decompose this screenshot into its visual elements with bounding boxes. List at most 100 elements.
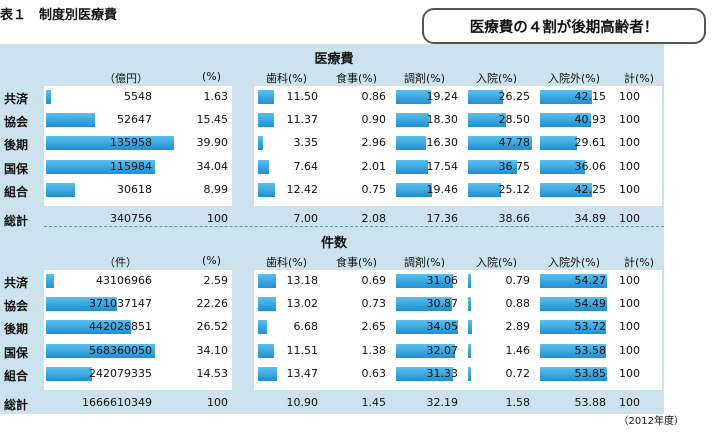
column-cell: 26.25 xyxy=(498,90,531,103)
column-cell: 6.68 xyxy=(293,320,319,334)
column-header: 入院外(%) xyxy=(548,256,601,269)
table-title: 表１ 制度別医療費 xyxy=(0,8,118,23)
column-bar xyxy=(468,90,503,104)
column-bar xyxy=(540,113,591,128)
column-cell: 54.49 xyxy=(574,297,607,311)
column-bar xyxy=(258,136,263,151)
total-column-cell: 7.00 xyxy=(293,212,319,225)
percent-cell: 14.53 xyxy=(196,366,229,380)
share-bar xyxy=(46,366,93,381)
column-cell: 1.46 xyxy=(505,343,531,357)
column-bar xyxy=(468,113,506,128)
column-cell: 11.51 xyxy=(286,343,319,357)
column-cell: 100 xyxy=(619,320,640,334)
column-header: 入院(%) xyxy=(476,256,518,269)
column-cell: 18.30 xyxy=(426,113,459,127)
column-bar xyxy=(258,159,269,174)
column-cell: 42.15 xyxy=(574,90,607,103)
column-cell: 31.33 xyxy=(426,366,459,380)
column-bar xyxy=(396,159,429,174)
total-percent: 100 xyxy=(207,212,228,225)
row-label: 協会 xyxy=(4,115,29,130)
column-bar xyxy=(540,159,585,174)
column-cell: 28.50 xyxy=(498,113,531,127)
percent-cell: 26.52 xyxy=(196,320,229,334)
section-divider xyxy=(44,226,664,227)
column-cell: 25.12 xyxy=(498,182,531,196)
total-column-cell: 100 xyxy=(619,212,640,225)
column-bar xyxy=(258,90,274,104)
column-bar xyxy=(258,320,268,335)
row-label: 後期 xyxy=(4,138,29,153)
column-cell: 100 xyxy=(619,297,640,311)
column-cell: 0.72 xyxy=(505,366,531,380)
column-cell: 47.78 xyxy=(498,136,531,150)
column-cell: 1.38 xyxy=(361,343,387,357)
column-bar xyxy=(396,366,454,381)
section-title: 医療費 xyxy=(314,52,354,67)
column-cell: 42.25 xyxy=(574,182,607,196)
column-cell: 100 xyxy=(619,159,640,173)
share-bar xyxy=(46,320,131,335)
total-column-cell: 38.66 xyxy=(498,212,531,225)
column-header: 入院外(%) xyxy=(548,72,601,85)
footnote: （2012年度） xyxy=(618,416,684,427)
left-header-value: （億円） xyxy=(104,72,148,85)
left-header-percent: (%) xyxy=(202,254,222,267)
total-column-cell: 10.90 xyxy=(286,396,319,409)
column-bar xyxy=(396,90,432,104)
column-cell: 32.07 xyxy=(426,343,459,357)
column-cell: 0.73 xyxy=(361,297,387,311)
column-cell: 13.18 xyxy=(286,274,319,287)
row-label: 国保 xyxy=(4,161,29,176)
share-bar xyxy=(46,343,156,358)
column-bar xyxy=(540,366,607,381)
value-cell: 442026851 xyxy=(89,320,152,334)
column-header: 計(%) xyxy=(624,256,655,269)
column-header: 食事(%) xyxy=(336,256,378,269)
column-bar xyxy=(468,159,517,174)
column-cell: 2.01 xyxy=(361,159,387,173)
column-cell: 11.37 xyxy=(286,113,319,127)
left-header-value: （件） xyxy=(104,256,137,269)
column-bar xyxy=(540,274,608,288)
percent-cell: 22.26 xyxy=(196,297,229,311)
total-column-cell: 17.36 xyxy=(426,212,459,225)
column-bar xyxy=(258,182,276,197)
column-cell: 100 xyxy=(619,136,640,150)
share-bar xyxy=(46,90,52,104)
column-bar xyxy=(396,320,459,335)
column-cell: 2.96 xyxy=(361,136,387,150)
percent-cell: 34.04 xyxy=(196,159,229,173)
column-cell: 0.79 xyxy=(505,274,531,287)
column-cell: 100 xyxy=(619,274,640,287)
row-label: 組合 xyxy=(4,368,29,383)
column-cell: 0.63 xyxy=(361,366,387,380)
right-data-box xyxy=(254,86,662,206)
column-bar xyxy=(540,182,593,197)
section-title: 件数 xyxy=(320,236,347,251)
column-bar xyxy=(540,297,608,312)
column-cell: 31.06 xyxy=(426,274,459,287)
column-header: 計(%) xyxy=(624,72,655,85)
share-bar xyxy=(46,182,75,197)
column-cell: 19.24 xyxy=(426,90,459,103)
row-label: 組合 xyxy=(4,184,29,199)
column-cell: 100 xyxy=(619,182,640,196)
column-cell: 7.64 xyxy=(293,159,319,173)
value-cell: 30618 xyxy=(117,182,152,196)
column-cell: 53.85 xyxy=(574,366,607,380)
column-cell: 53.72 xyxy=(574,320,607,334)
row-label: 協会 xyxy=(4,299,29,314)
column-cell: 0.88 xyxy=(505,297,531,311)
total-label: 総計 xyxy=(4,214,29,228)
total-column-cell: 1.58 xyxy=(505,396,531,409)
value-cell: 568360050 xyxy=(89,343,152,357)
column-cell: 16.30 xyxy=(426,136,459,150)
column-bar xyxy=(396,113,430,128)
percent-cell: 34.10 xyxy=(196,343,229,357)
column-bar xyxy=(396,343,455,358)
column-bar xyxy=(258,366,277,381)
column-bar xyxy=(540,343,607,358)
column-cell: 12.42 xyxy=(286,182,319,196)
